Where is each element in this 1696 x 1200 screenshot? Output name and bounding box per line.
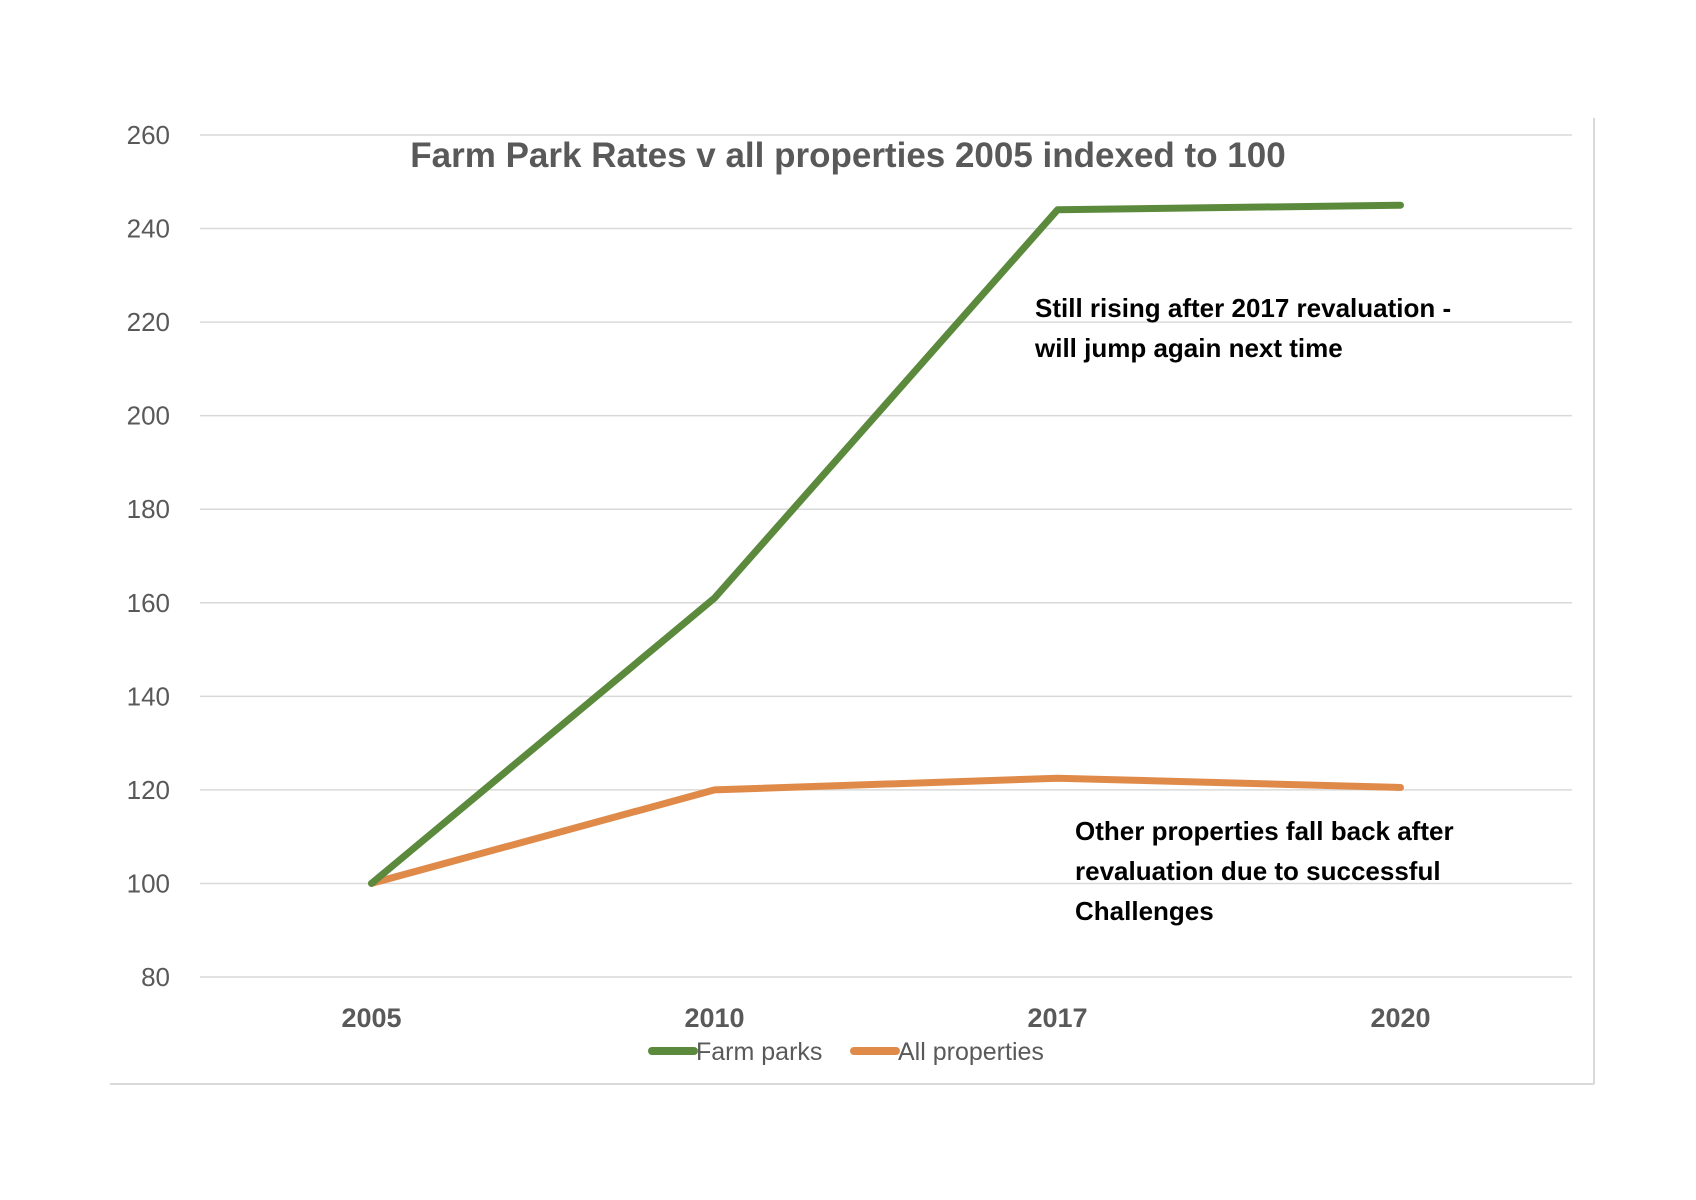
annotation-farm-parks-line-1: Still rising after 2017 revaluation - [1035,293,1451,323]
series-lines [368,201,1404,887]
chart-title: Farm Park Rates v all properties 2005 in… [410,136,1285,175]
y-tick-label: 120 [127,775,170,805]
legend: Farm parks All properties [648,1038,1044,1066]
annotation-farm-parks-line-2: will jump again next time [1034,333,1343,363]
annotation-all-properties-line-1: Other properties fall back after [1075,816,1454,846]
y-tick-label: 160 [127,588,170,618]
y-tick-label: 140 [127,681,170,711]
x-tick-label: 2010 [684,1003,744,1033]
series-line-farm-parks [368,201,1404,887]
x-tick-label: 2017 [1027,1003,1087,1033]
annotation-farm-parks: Still rising after 2017 revaluation - wi… [1034,293,1458,363]
x-tick-label: 2005 [341,1003,401,1033]
series-line-all-properties [368,774,1404,887]
y-tick-label: 220 [127,307,170,337]
x-axis-ticks: 2005 2010 2017 2020 [341,1003,1430,1033]
y-tick-label: 240 [127,214,170,244]
legend-label-farm-parks: Farm parks [696,1038,822,1066]
annotation-all-properties-line-2: revaluation due to successful [1075,856,1441,886]
y-tick-label: 100 [127,868,170,898]
y-tick-label: 180 [127,494,170,524]
legend-label-all-properties: All properties [898,1038,1044,1066]
y-tick-label: 260 [127,120,170,150]
gridlines [200,134,1572,978]
y-tick-label: 80 [141,962,170,992]
y-axis-ticks: 80 100 120 140 160 180 200 220 240 260 [127,120,170,992]
annotation-all-properties-line-3: Challenges [1075,896,1214,926]
annotation-all-properties: Other properties fall back after revalua… [1075,816,1461,926]
x-tick-label: 2020 [1370,1003,1430,1033]
y-tick-label: 200 [127,401,170,431]
